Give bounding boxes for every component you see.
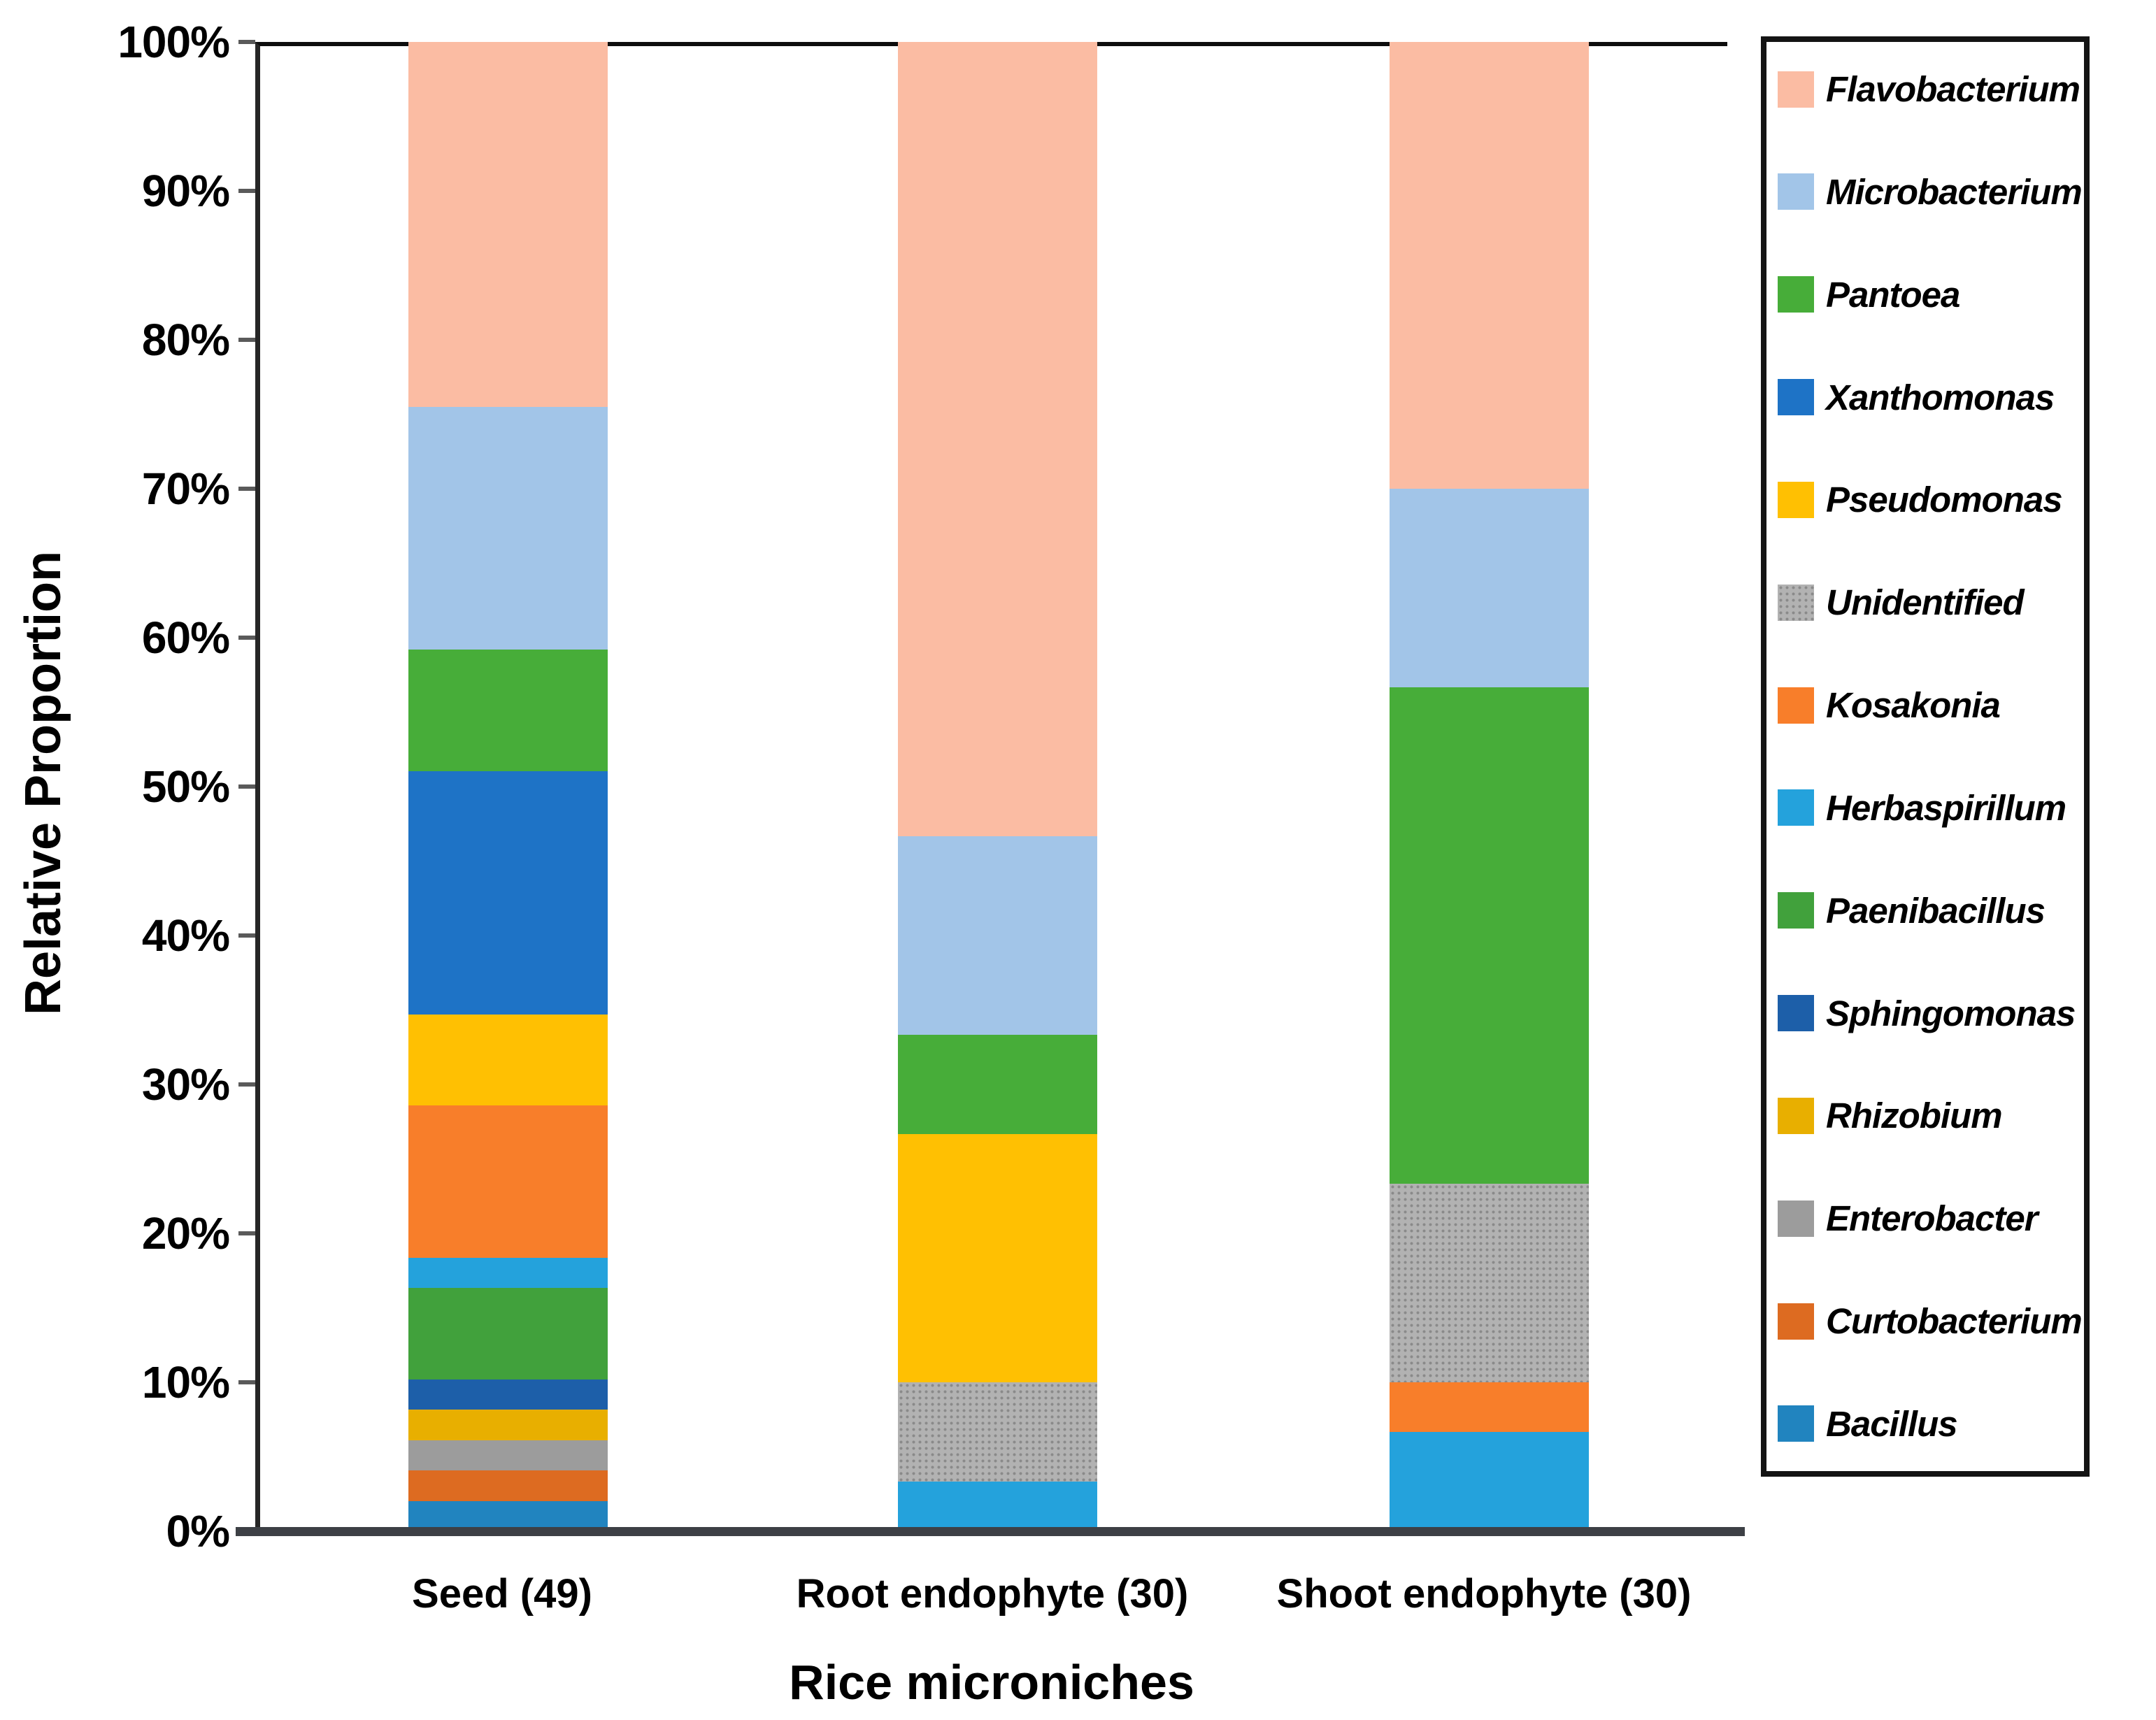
segment-xanthomonas-bar1 (408, 771, 608, 1015)
legend-item-microbacterium: Microbacterium (1778, 171, 2083, 213)
legend-swatch-flavobacterium (1778, 71, 1814, 108)
legend-swatch-enterobacter (1778, 1200, 1814, 1237)
segment-pantoea-bar3 (1390, 687, 1589, 1184)
segment-microbacterium-bar1 (408, 406, 608, 650)
x-axis-title: Rice microniches (789, 1655, 1194, 1710)
bar-1 (408, 41, 608, 1531)
segment-pseudomonas-bar1 (408, 1014, 608, 1106)
legend-swatch-xanthomonas (1778, 379, 1814, 416)
bar-2 (898, 42, 1097, 1531)
plot-area (255, 41, 1727, 1531)
segment-kosakonia-bar1 (408, 1105, 608, 1258)
legend-item-flavobacterium: Flavobacterium (1778, 69, 2080, 110)
legend-item-enterobacter: Enterobacter (1778, 1198, 2080, 1239)
legend-swatch-sphingomonas (1778, 995, 1814, 1032)
y-tick-label-100: 100% (117, 17, 230, 67)
legend-item-pantoea: Pantoea (1778, 274, 2080, 315)
legend-item-herbaspirillum: Herbaspirillum (1778, 787, 2080, 829)
y-tick-mark-100 (238, 40, 255, 44)
y-tick-mark-80 (238, 338, 255, 342)
y-tick-mark-50 (238, 784, 255, 789)
legend-label-herbaspirillum: Herbaspirillum (1826, 787, 2066, 828)
segment-herbaspirillum-bar3 (1390, 1431, 1589, 1531)
legend-swatch-curtobacterium (1778, 1303, 1814, 1340)
legend-swatch-bacillus (1778, 1405, 1814, 1442)
legend-swatch-pantoea (1778, 276, 1814, 313)
segment-microbacterium-bar2 (898, 836, 1097, 1035)
y-tick-mark-10 (238, 1380, 255, 1384)
y-tick-mark-90 (238, 189, 255, 193)
x-category-label-2: Root endophyte (30) (796, 1571, 1189, 1617)
segment-herbaspirillum-bar2 (898, 1482, 1097, 1531)
legend: Flavobacterium Microbacterium Pantoea Xanth… (1761, 36, 2090, 1477)
y-tick-label-20: 20% (141, 1208, 230, 1259)
y-tick-mark-60 (238, 636, 255, 640)
x-category-label-3: Shoot endophyte (30) (1276, 1571, 1692, 1617)
legend-swatch-paenibacillus (1778, 892, 1814, 929)
legend-label-paenibacillus: Paenibacillus (1826, 890, 2046, 931)
legend-item-curtobacterium: Curtobacterium (1778, 1300, 2083, 1342)
legend-item-unidentified: Unidentified (1778, 582, 2080, 623)
legend-swatch-kosakonia (1778, 687, 1814, 724)
legend-item-xanthomonas: Xanthomonas (1778, 377, 2080, 418)
y-tick-mark-30 (238, 1082, 255, 1087)
segment-flavobacterium-bar2 (898, 42, 1097, 836)
legend-label-microbacterium: Microbacterium (1826, 171, 2083, 212)
x-category-label-1: Seed (49) (412, 1571, 592, 1617)
y-tick-mark-20 (238, 1231, 255, 1235)
segment-herbaspirillum-bar1 (408, 1257, 608, 1289)
legend-item-bacillus: Bacillus (1778, 1403, 2080, 1445)
segment-pantoea-bar2 (898, 1034, 1097, 1134)
legend-label-pseudomonas: Pseudomonas (1826, 480, 2063, 520)
segment-rhizobium-bar1 (408, 1410, 608, 1440)
y-tick-label-0: 0% (166, 1506, 231, 1556)
segment-unidentified-bar2 (898, 1382, 1097, 1482)
legend-item-kosakonia: Kosakonia (1778, 685, 2080, 726)
y-tick-label-90: 90% (141, 166, 230, 216)
y-tick-label-10: 10% (141, 1357, 230, 1407)
legend-label-rhizobium: Rhizobium (1826, 1096, 2003, 1136)
segment-microbacterium-bar3 (1390, 489, 1589, 688)
legend-swatch-microbacterium (1778, 173, 1814, 210)
segment-pantoea-bar1 (408, 650, 608, 772)
legend-item-sphingomonas: Sphingomonas (1778, 993, 2080, 1034)
y-tick-mark-70 (238, 487, 255, 491)
y-tick-label-50: 50% (141, 761, 230, 812)
legend-label-enterobacter: Enterobacter (1826, 1198, 2039, 1239)
bar-3 (1390, 42, 1589, 1531)
segment-bacillus-bar1 (408, 1500, 608, 1531)
x-axis-line (236, 1527, 1745, 1536)
legend-label-pantoea: Pantoea (1826, 274, 1960, 315)
legend-label-unidentified: Unidentified (1826, 582, 2025, 623)
legend-item-rhizobium: Rhizobium (1778, 1095, 2080, 1136)
legend-label-sphingomonas: Sphingomonas (1826, 993, 2076, 1033)
legend-swatch-pseudomonas (1778, 481, 1814, 518)
segment-enterobacter-bar1 (408, 1440, 608, 1470)
segment-flavobacterium-bar3 (1390, 42, 1589, 489)
legend-item-pseudomonas: Pseudomonas (1778, 479, 2080, 520)
y-tick-label-30: 30% (141, 1059, 230, 1110)
segment-unidentified-bar3 (1390, 1184, 1589, 1383)
segment-pseudomonas-bar2 (898, 1133, 1097, 1383)
legend-label-bacillus: Bacillus (1826, 1403, 1958, 1444)
legend-item-paenibacillus: Paenibacillus (1778, 890, 2080, 931)
y-tick-label-80: 80% (141, 315, 230, 365)
y-tick-label-60: 60% (141, 612, 230, 663)
segment-curtobacterium-bar1 (408, 1470, 608, 1501)
legend-label-curtobacterium: Curtobacterium (1826, 1301, 2083, 1342)
legend-label-kosakonia: Kosakonia (1826, 685, 2001, 726)
y-tick-label-70: 70% (141, 464, 230, 514)
segment-sphingomonas-bar1 (408, 1379, 608, 1410)
segment-paenibacillus-bar1 (408, 1288, 608, 1379)
legend-swatch-rhizobium (1778, 1097, 1814, 1134)
legend-swatch-unidentified (1778, 584, 1814, 621)
segment-flavobacterium-bar1 (408, 41, 608, 407)
y-tick-mark-40 (238, 933, 255, 938)
legend-label-flavobacterium: Flavobacterium (1826, 69, 2080, 109)
segment-kosakonia-bar3 (1390, 1382, 1589, 1432)
y-tick-label-40: 40% (141, 910, 230, 961)
legend-swatch-herbaspirillum (1778, 789, 1814, 826)
legend-label-xanthomonas: Xanthomonas (1826, 377, 2055, 417)
